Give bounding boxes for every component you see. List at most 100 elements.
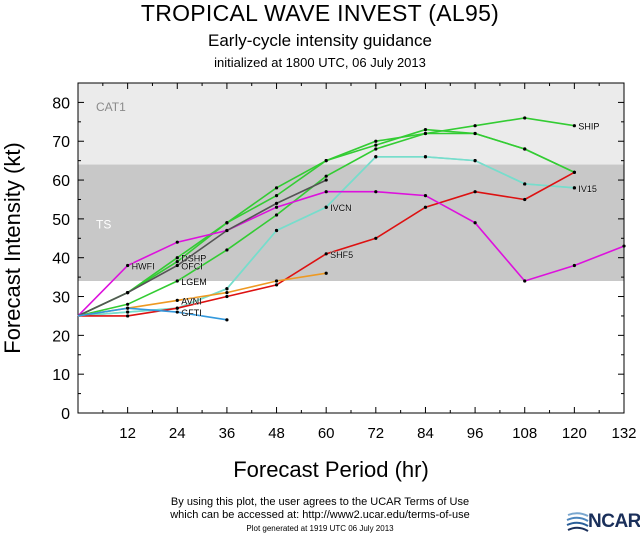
series-point-ship xyxy=(572,124,576,128)
series-point-dshp xyxy=(175,256,179,260)
series-point-iv15 xyxy=(473,159,477,163)
series-point-hwfi xyxy=(374,190,378,194)
series-line-hwfi xyxy=(77,190,625,317)
x-tick-label: 108 xyxy=(512,425,537,442)
x-tick-label: 72 xyxy=(367,425,384,442)
series-point-lgem xyxy=(175,279,179,283)
series-point-ship xyxy=(473,124,477,128)
y-tick-label: 10 xyxy=(52,367,70,384)
x-tick-label: 132 xyxy=(611,425,636,442)
series-point-shf5 xyxy=(423,205,428,209)
series-point-lgem xyxy=(225,248,229,252)
series-line-ofci xyxy=(77,179,327,317)
series-point-iv15 xyxy=(423,155,428,159)
series-point-lgem xyxy=(374,147,378,151)
chart-title: TROPICAL WAVE INVEST (AL95) xyxy=(140,0,500,26)
series-point-shf5 xyxy=(274,283,279,287)
series-point-iv15 xyxy=(274,228,279,233)
chart-subtitle: Early-cycle intensity guidance xyxy=(208,31,432,50)
series-point-hwfi xyxy=(126,263,130,268)
series-point-ofci xyxy=(324,178,328,182)
series-point-avni xyxy=(274,279,279,283)
series-point-hwfi xyxy=(473,221,477,225)
x-tick-label: 36 xyxy=(219,425,236,442)
init-time: initialized at 1800 UTC, 06 July 2013 xyxy=(214,55,426,70)
generated-time: Plot generated at 1919 UTC 06 July 2013 xyxy=(246,524,394,533)
series-point-ofci xyxy=(126,291,130,295)
series-point-lgem xyxy=(324,174,328,178)
series-point-ship xyxy=(274,193,279,198)
series-point-shf5 xyxy=(374,236,378,240)
terms-line-2: which can be accessed at: http://www2.uc… xyxy=(170,509,470,521)
series-point-hwfi xyxy=(622,244,626,248)
y-tick-label: 50 xyxy=(52,212,70,229)
x-tick-label: 120 xyxy=(562,425,587,442)
series-point-hwfi xyxy=(572,263,576,268)
y-axis-title: Forecast Intensity (kt) xyxy=(0,142,25,354)
series-point-shf5 xyxy=(126,314,130,318)
series-point-shf5 xyxy=(572,170,576,174)
series-label-dshp: DSHP xyxy=(181,254,206,264)
ncar-logo-text: NCAR xyxy=(588,511,640,532)
series-point-dshp xyxy=(274,186,279,190)
series-point-shf5 xyxy=(324,252,328,256)
series-point-ship xyxy=(175,259,179,264)
series-point-ship xyxy=(523,116,527,120)
series-point-iv15 xyxy=(324,205,328,209)
y-tick-label: 80 xyxy=(52,95,70,112)
series-label-gfti: GFTI xyxy=(181,308,202,318)
x-tick-label: 60 xyxy=(318,425,335,442)
series-point-iv15 xyxy=(572,186,576,190)
x-tick-label: 48 xyxy=(268,425,285,442)
series-point-gfti xyxy=(225,318,229,322)
series-label-ivcn: IVCN xyxy=(330,203,352,213)
y-tick-label: 70 xyxy=(52,134,70,151)
y-tick-label: 30 xyxy=(52,290,70,307)
x-tick-label: 24 xyxy=(169,425,186,442)
series-point-iv15 xyxy=(126,310,130,314)
series-point-lgem xyxy=(473,131,477,136)
ncar-swoosh-icon xyxy=(566,512,589,532)
series-point-shf5 xyxy=(175,306,179,310)
y-tick-label: 0 xyxy=(61,406,70,423)
y-tick-label: 40 xyxy=(52,251,70,268)
series-label-hwfi: HWFI xyxy=(132,261,155,271)
band-label-cat1: CAT1 xyxy=(96,100,126,114)
series-point-dshp xyxy=(374,143,378,147)
series-point-avni xyxy=(175,298,179,303)
series-point-lgem xyxy=(523,147,527,151)
series-line-gfti xyxy=(77,307,228,321)
series-label-ship: SHIP xyxy=(578,122,599,132)
series-label-shf5: SHF5 xyxy=(330,250,353,260)
series-point-dshp xyxy=(225,221,229,225)
series-point-ofci xyxy=(225,228,229,233)
series-point-shf5 xyxy=(473,190,477,194)
series-point-hwfi xyxy=(274,205,279,209)
ncar-logo: NCAR xyxy=(566,509,640,535)
series-label-avni: AVNI xyxy=(181,296,201,306)
series-label-iv15: IV15 xyxy=(578,184,597,194)
series-point-hwfi xyxy=(175,240,179,244)
series-point-iv15 xyxy=(523,182,527,186)
series-point-iv15 xyxy=(374,155,378,159)
y-tick-label: 20 xyxy=(52,328,70,345)
series-label-ofci: OFCI xyxy=(181,261,203,271)
series-point-avni xyxy=(324,271,328,275)
series-point-hwfi xyxy=(523,279,527,283)
y-tick-label: 60 xyxy=(52,173,70,190)
x-axis-title: Forecast Period (hr) xyxy=(233,457,429,482)
series-point-lgem xyxy=(126,302,130,306)
series-point-gfti xyxy=(175,310,179,314)
series-point-gfti xyxy=(126,306,130,310)
series-point-avni xyxy=(225,291,229,295)
terms-line-1: By using this plot, the user agrees to t… xyxy=(170,496,470,508)
series-point-dshp xyxy=(423,127,428,132)
series-point-lgem xyxy=(423,131,428,136)
series-point-shf5 xyxy=(225,294,229,299)
series-point-ofci xyxy=(175,263,179,268)
x-tick-label: 84 xyxy=(417,425,434,442)
x-tick-label: 96 xyxy=(467,425,484,442)
series-point-shf5 xyxy=(523,197,527,202)
series-point-ofci xyxy=(274,201,279,205)
